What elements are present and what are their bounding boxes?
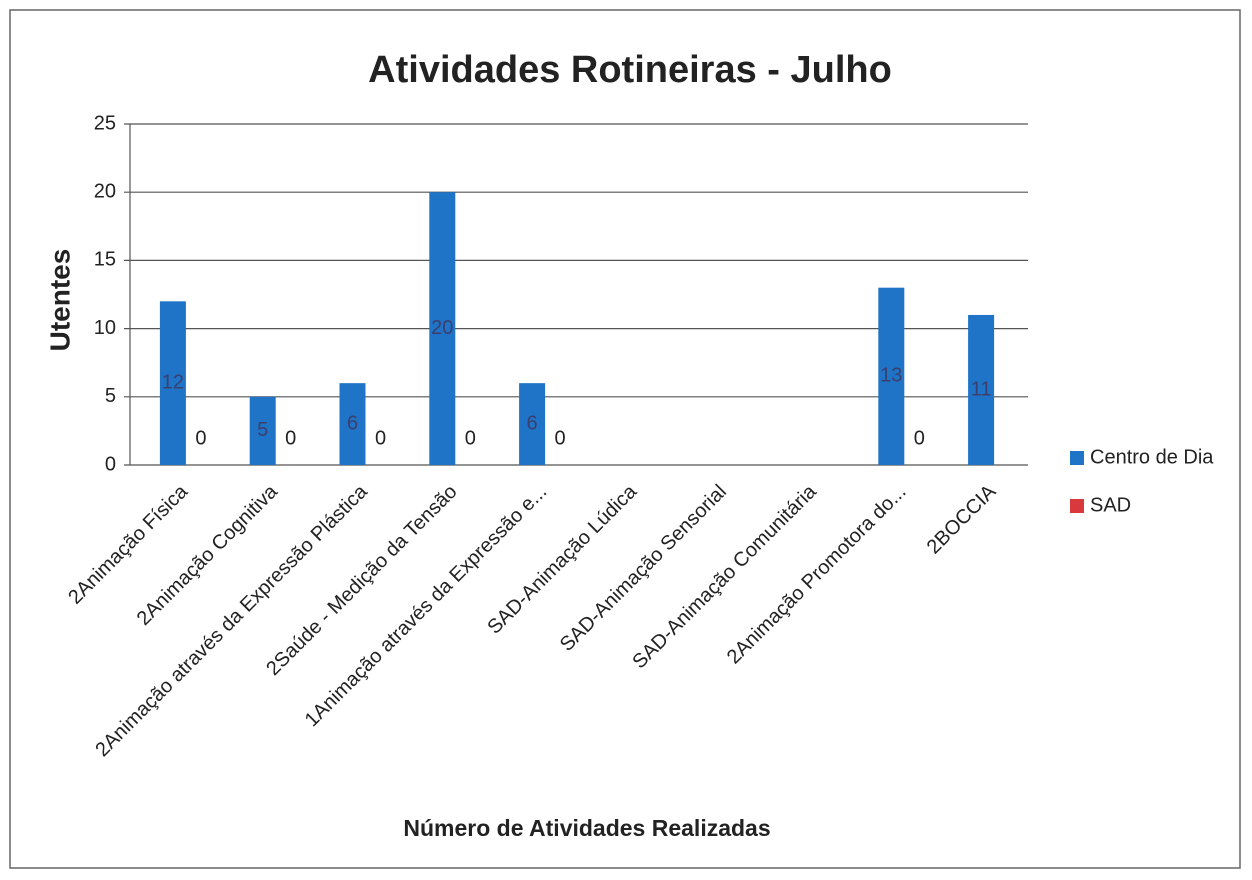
data-label: 0 xyxy=(555,427,566,449)
data-label: 12 xyxy=(162,371,184,393)
y-tick-label: 15 xyxy=(94,249,116,271)
legend-swatch xyxy=(1070,451,1084,465)
x-tick-label: SAD-Animação Lúdica xyxy=(483,480,641,638)
data-label: 0 xyxy=(375,427,386,449)
legend-label: Centro de Dia xyxy=(1090,446,1214,468)
data-label: 13 xyxy=(880,365,902,387)
bar xyxy=(519,383,546,465)
legend-label: SAD xyxy=(1090,494,1131,516)
bar xyxy=(878,287,905,465)
bar xyxy=(968,314,995,465)
chart-title: Atividades Rotineiras - Julho xyxy=(368,49,892,91)
legend-swatch xyxy=(1070,499,1084,513)
y-tick-label: 25 xyxy=(94,112,116,134)
chart-frame xyxy=(9,9,1241,869)
data-label: 0 xyxy=(195,427,206,449)
data-label: 6 xyxy=(527,412,538,434)
y-tick-label: 20 xyxy=(94,180,116,202)
x-tick-label: 2BOCCIA xyxy=(923,480,1001,558)
x-tick-label: SAD-Animação Sensorial xyxy=(556,481,731,656)
x-tick-label: 2Animação Promotora do... xyxy=(723,481,911,669)
x-tick-label: SAD-Animação Comunitária xyxy=(628,480,821,673)
bar xyxy=(159,301,186,465)
bar xyxy=(249,396,276,465)
data-label: 5 xyxy=(257,419,268,441)
y-tick-label: 5 xyxy=(105,385,116,407)
data-label: 0 xyxy=(914,427,925,449)
x-axis-title: Número de Atividades Realizadas xyxy=(403,815,770,841)
x-tick-label: 2Saúde - Medição da Tensão xyxy=(262,481,461,680)
y-tick-label: 10 xyxy=(94,317,116,339)
bar xyxy=(429,192,456,465)
data-label: 11 xyxy=(971,378,992,400)
y-tick-label: 0 xyxy=(105,453,116,475)
data-label: 20 xyxy=(431,317,453,339)
y-axis-title: Utentes xyxy=(44,249,75,352)
data-label: 6 xyxy=(347,412,358,434)
data-label: 0 xyxy=(465,427,476,449)
data-label: 0 xyxy=(285,427,296,449)
bar xyxy=(339,383,366,465)
